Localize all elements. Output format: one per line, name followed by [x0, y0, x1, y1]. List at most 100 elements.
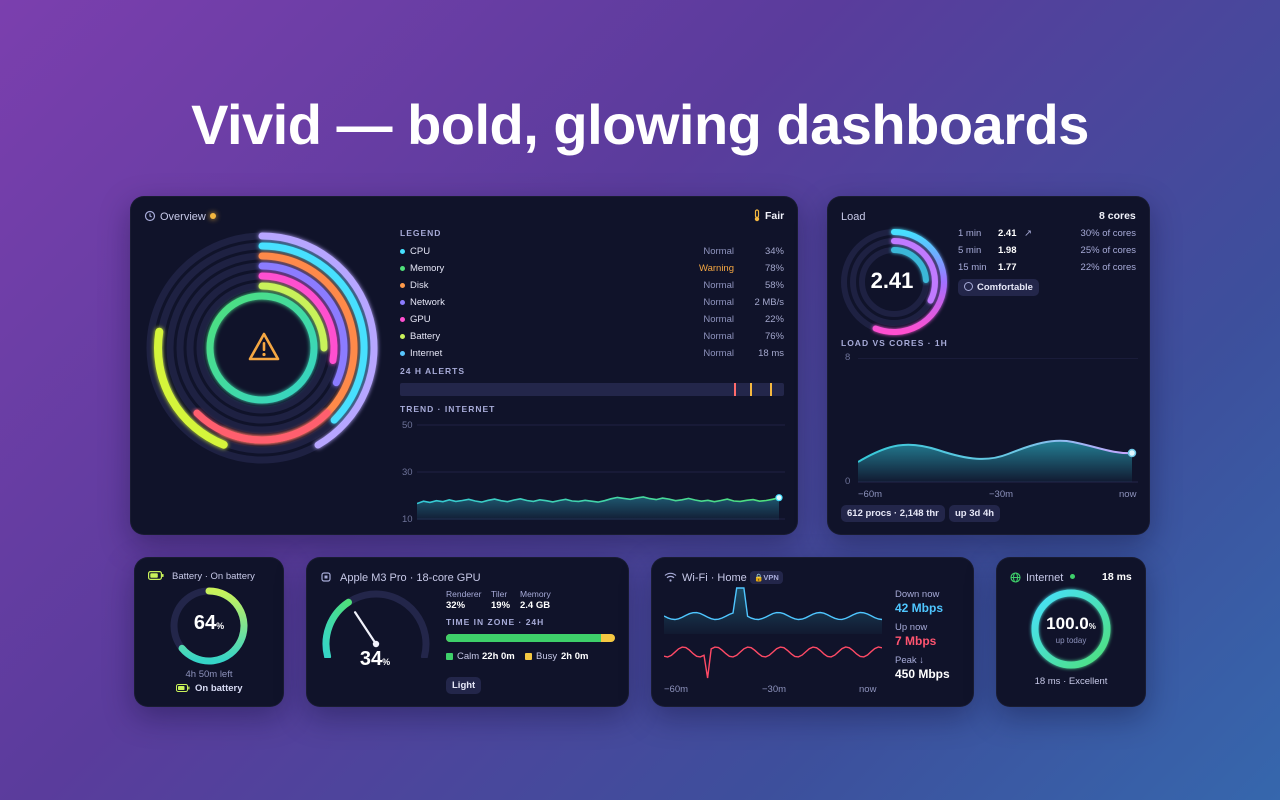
battery-status-icon	[176, 684, 190, 692]
internet-value: 100.0	[1046, 614, 1089, 633]
legend-name: GPU	[410, 314, 431, 325]
internet-status-dot	[1070, 574, 1075, 579]
calm-swatch	[446, 653, 453, 660]
overview-card	[130, 196, 798, 535]
legend-value: 18 ms	[758, 348, 784, 359]
internet-title: Internet	[1026, 572, 1064, 584]
gpu-stat-label: Tiler	[491, 589, 508, 599]
load-row-value: 1.77	[998, 262, 1017, 273]
load-chart-label: LOAD VS CORES · 1H	[841, 338, 948, 348]
gpu-stat-label: Renderer	[446, 589, 482, 599]
gpu-needle	[353, 611, 378, 646]
legend-name: Internet	[410, 348, 443, 359]
trend-chart	[417, 424, 785, 520]
gpu-value: 34	[359, 648, 383, 670]
legend-dot	[400, 317, 405, 322]
ring-arc	[258, 262, 348, 387]
wifi-peak-value: 450 Mbps	[895, 667, 950, 681]
legend-row: Memory Warning 78%	[400, 263, 784, 277]
overview-title: Overview	[160, 211, 206, 223]
overview-status: Fair	[765, 210, 785, 222]
legend-status: Normal	[703, 348, 734, 359]
ring-arc	[258, 282, 328, 352]
alerts-bar	[400, 383, 784, 396]
trend-endpoint	[775, 494, 783, 502]
gpu-stat-value: 2.4 GB	[520, 600, 551, 611]
legend-row: Network Normal 2 MB/s	[400, 297, 784, 311]
legend-name: Memory	[410, 263, 445, 274]
gpu-value-wrap: 34%	[340, 648, 410, 671]
ring-arc	[258, 272, 338, 365]
ring-arc	[258, 242, 368, 424]
ring-arc	[193, 409, 331, 444]
load-row: 5 min 1.98 25% of cores	[958, 245, 1136, 259]
wifi-title: Wi-Fi · Home	[682, 572, 747, 584]
gpu-stat-label: Memory	[520, 589, 551, 599]
gpu-zone-calm-fill	[446, 634, 601, 642]
gpu-title: Apple M3 Pro · 18-core GPU	[340, 572, 481, 584]
load-uptime: up 3d 4h	[949, 505, 1001, 522]
globe-icon	[1010, 572, 1021, 583]
vpn-label: VPN	[763, 573, 779, 582]
legend-dot	[400, 249, 405, 254]
gpu-stat-value: 19%	[491, 600, 511, 611]
gpu-zone-label: TIME IN ZONE · 24H	[446, 617, 545, 627]
alert-tick	[770, 383, 772, 396]
warning-icon	[248, 332, 280, 361]
legend-value: 78%	[764, 263, 784, 274]
load-value: 2.41	[870, 268, 914, 293]
busy-value: 2h 0m	[561, 651, 589, 662]
load-x-label-60: −60m	[858, 489, 883, 500]
wifi-down-label: Down now	[895, 589, 940, 600]
load-row-label: 15 min	[958, 262, 987, 273]
wifi-peak-label: Peak ↓	[895, 655, 925, 666]
gpu-needle-hub	[372, 640, 380, 648]
load-badge-label: Comfortable	[977, 282, 1033, 293]
internet-card	[996, 557, 1146, 707]
wifi-icon	[664, 572, 677, 582]
internet-arc	[1031, 589, 1111, 669]
gpu-mode-toggle[interactable]: Light	[446, 677, 482, 694]
legend-value: 58%	[764, 280, 784, 291]
legend-status: Normal	[703, 314, 734, 325]
alert-tick	[734, 383, 736, 396]
legend-name: Network	[410, 297, 445, 308]
load-row-pct: 22% of cores	[1080, 262, 1136, 273]
load-badge: Comfortable	[958, 279, 1039, 296]
load-row: 1 min 2.41 ↗ 30% of cores	[958, 228, 1136, 242]
battery-value: 64	[193, 612, 217, 634]
battery-status: On battery	[195, 683, 243, 694]
legend-dot	[400, 351, 405, 356]
trend-line	[417, 496, 780, 505]
internet-sub: up today	[1055, 636, 1087, 645]
load-arc-15m	[891, 247, 929, 283]
headline: Vivid — bold, glowing dashboards	[191, 93, 1089, 156]
legend-value: 34%	[764, 246, 784, 257]
load-cores: 8 cores	[1099, 210, 1136, 222]
chip-icon	[321, 572, 331, 582]
load-row-value: 2.41	[998, 228, 1017, 239]
load-y-top: 8	[845, 352, 851, 363]
load-gauge	[841, 229, 947, 335]
legend-name: Battery	[410, 331, 441, 342]
wifi-up-label: Up now	[895, 622, 928, 633]
alerts-label: 24 H ALERTS	[400, 366, 466, 376]
wifi-x-label-60: −60m	[664, 684, 689, 695]
legend-row: Internet Normal 18 ms	[400, 348, 784, 362]
internet-footer: 18 ms · Excellent	[1034, 676, 1108, 687]
legend-row: GPU Normal 22%	[400, 314, 784, 328]
ring-inner	[206, 292, 318, 404]
wifi-up-value: 7 Mbps	[895, 634, 937, 648]
busy-swatch	[525, 653, 532, 660]
overview-clock-icon	[144, 210, 156, 222]
check-icon	[964, 282, 973, 291]
legend-label: LEGEND	[400, 228, 442, 238]
thermometer-icon	[754, 209, 760, 222]
battery-unit: %	[216, 621, 225, 631]
load-row-arrow: ↗	[1024, 228, 1032, 239]
calm-label: Calm	[457, 651, 480, 662]
internet-latency: 18 ms	[1102, 571, 1132, 583]
load-row: 15 min 1.77 22% of cores	[958, 262, 1136, 276]
legend-status: Normal	[703, 280, 734, 291]
legend-name: CPU	[410, 246, 431, 257]
